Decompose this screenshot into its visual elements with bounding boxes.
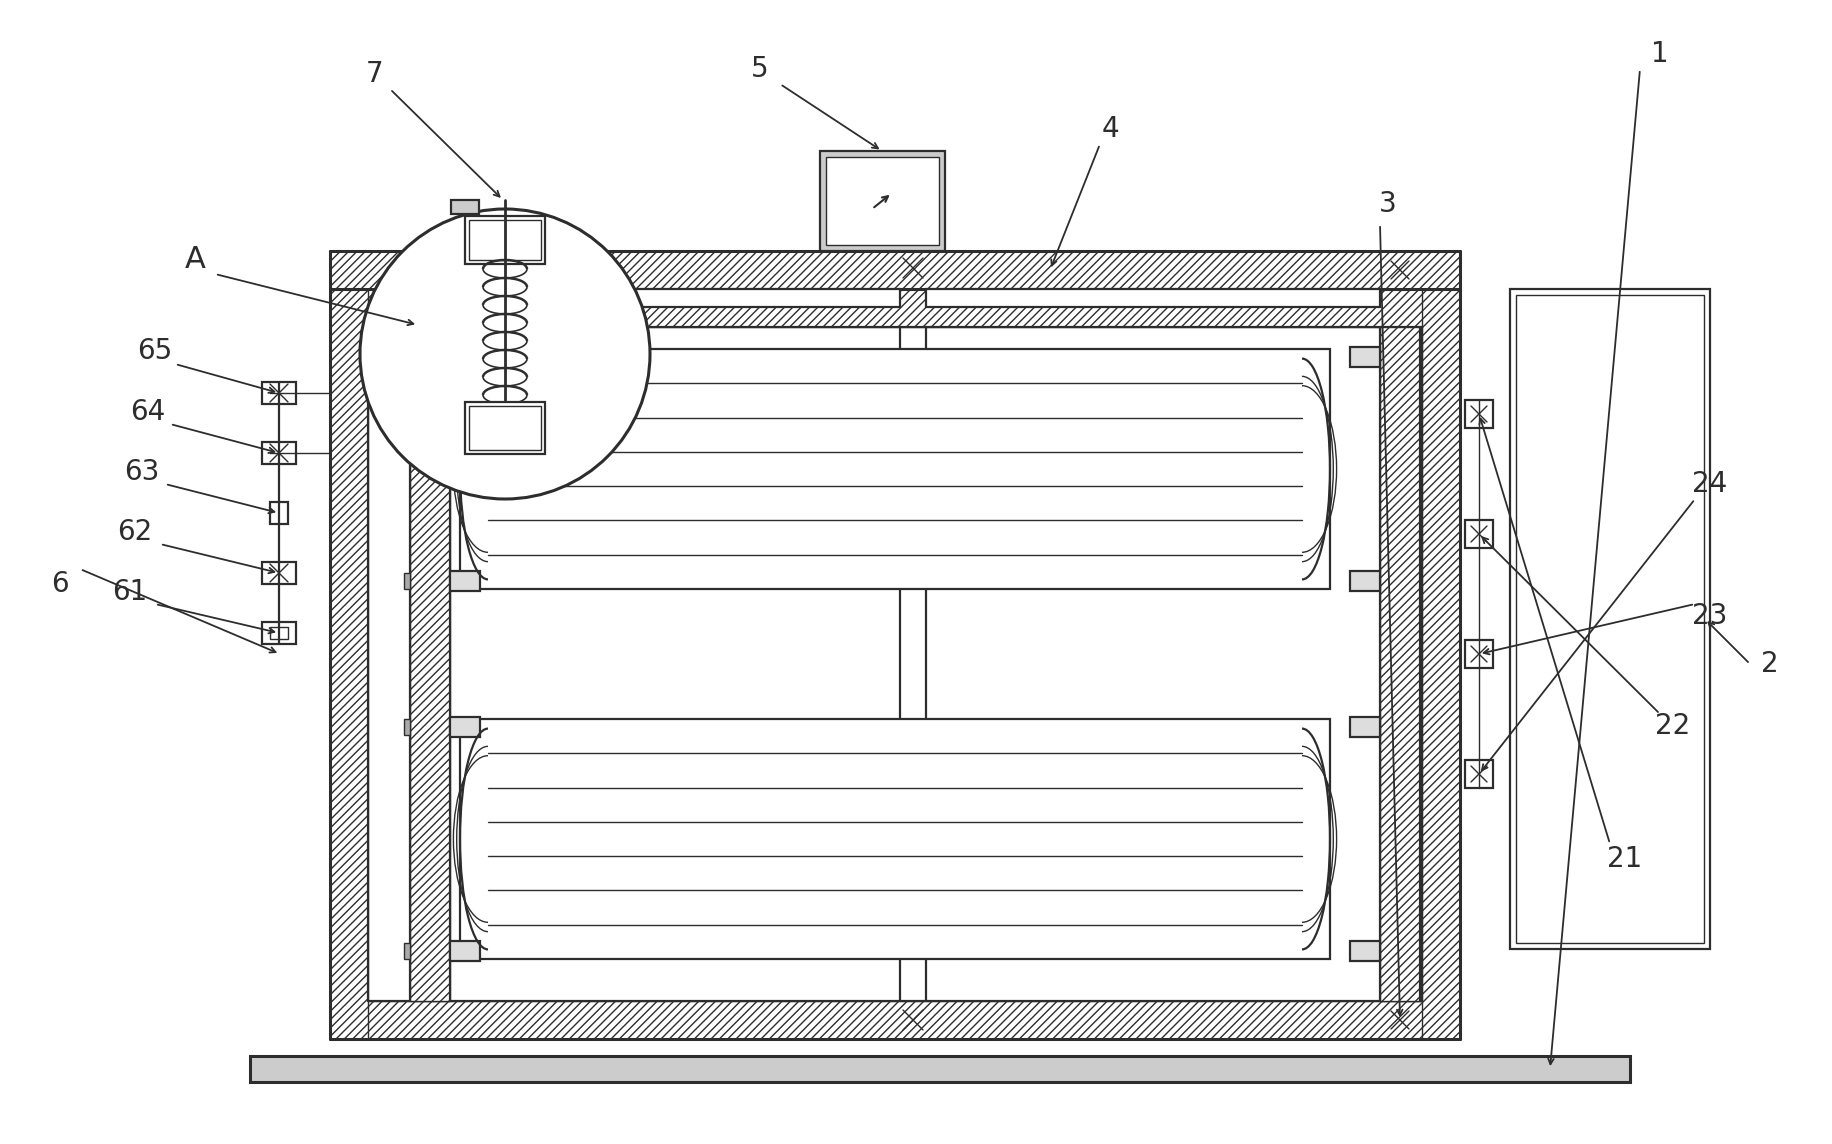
Text: 64: 64 <box>130 398 165 426</box>
Bar <box>1379 327 1420 1001</box>
Bar <box>451 717 480 737</box>
Bar <box>821 151 945 251</box>
Text: 21: 21 <box>1607 845 1643 873</box>
Bar <box>405 349 410 365</box>
Text: 4: 4 <box>1101 116 1119 143</box>
Bar <box>1422 289 1460 1039</box>
Bar <box>262 562 297 583</box>
Bar <box>1510 289 1709 950</box>
Text: 63: 63 <box>125 458 159 486</box>
Bar <box>451 347 480 367</box>
Bar <box>465 402 544 454</box>
Bar <box>249 1056 1630 1082</box>
Bar <box>1466 639 1493 668</box>
Text: 1: 1 <box>1651 40 1669 67</box>
Bar <box>405 943 410 959</box>
Bar <box>1466 521 1493 548</box>
Text: 23: 23 <box>1693 602 1728 630</box>
Bar <box>451 200 478 214</box>
Bar <box>1466 760 1493 788</box>
Text: 7: 7 <box>366 59 385 88</box>
Circle shape <box>361 209 650 499</box>
Bar <box>330 289 368 1039</box>
Bar <box>451 289 900 307</box>
Bar <box>262 442 297 464</box>
Bar <box>262 382 297 404</box>
Text: 65: 65 <box>137 337 172 365</box>
Bar <box>1350 347 1379 367</box>
Bar <box>465 216 544 264</box>
Bar <box>826 157 940 245</box>
Bar <box>925 289 1379 307</box>
Text: 2: 2 <box>1761 650 1779 678</box>
Bar <box>330 251 1460 289</box>
Text: A: A <box>185 245 205 273</box>
Bar <box>1350 942 1379 961</box>
Bar <box>1350 717 1379 737</box>
Text: 3: 3 <box>1379 190 1396 219</box>
Bar <box>262 622 297 644</box>
Bar <box>1517 295 1704 943</box>
Bar <box>1350 571 1379 591</box>
Bar <box>469 406 540 450</box>
Bar <box>1466 400 1493 428</box>
Text: 22: 22 <box>1656 712 1691 740</box>
Text: 61: 61 <box>112 578 148 606</box>
Bar <box>451 942 480 961</box>
Bar <box>410 327 451 1001</box>
Bar <box>405 573 410 589</box>
Bar <box>269 627 288 639</box>
Bar <box>269 502 288 524</box>
Bar <box>469 220 540 260</box>
Text: 62: 62 <box>117 518 152 546</box>
Text: 5: 5 <box>751 55 769 84</box>
Bar <box>460 349 1330 589</box>
Bar <box>330 289 1460 327</box>
Text: 6: 6 <box>51 570 70 598</box>
Bar <box>460 718 1330 959</box>
Text: 24: 24 <box>1693 470 1728 498</box>
Bar <box>405 718 410 734</box>
Bar <box>330 1001 1460 1039</box>
Bar <box>451 571 480 591</box>
